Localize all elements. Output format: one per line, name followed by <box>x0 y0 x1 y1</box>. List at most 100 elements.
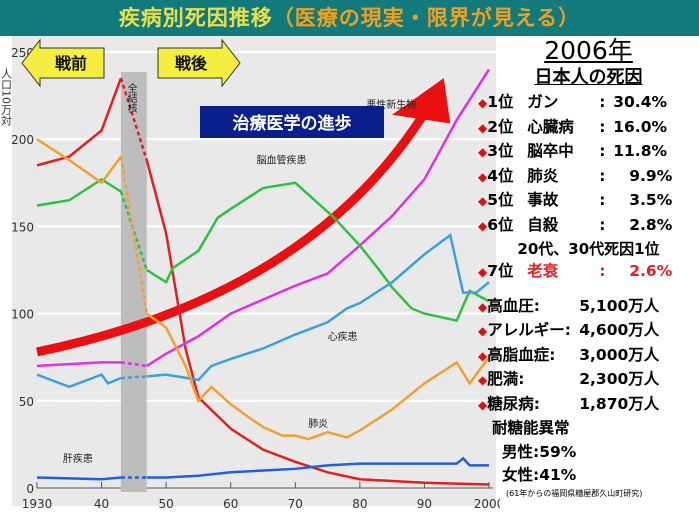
stat-row: ◆肥満: 2,300万人 <box>478 368 699 393</box>
stat-row: ◆アレルギー: 4,600万人 <box>478 319 699 344</box>
series-line-3 <box>146 232 490 382</box>
treatment-progress-arrow <box>36 110 429 357</box>
patients: 1,870万人 <box>579 394 660 413</box>
diamond-icon: ◆ <box>478 373 488 387</box>
rank-row: ◆3位 脳卒中:11.8% <box>478 140 699 165</box>
series-line-2 <box>146 181 490 323</box>
percent: 30.4% <box>613 93 668 111</box>
x-tick-label: 80 <box>352 497 367 511</box>
year-heading: 2006年 <box>544 36 633 65</box>
rank: 1位 <box>487 93 514 111</box>
page-title: 疾病別死因推移（医療の現実・限界が見える） <box>0 0 699 36</box>
cause: ガン <box>527 93 559 111</box>
series-label: 心疾患 <box>328 330 358 343</box>
diamond-icon: ◆ <box>478 145 488 159</box>
cause: 自殺 <box>527 215 559 234</box>
rank: 7位 <box>487 262 514 280</box>
rank-row: ◆6位 自殺: 2.8% <box>478 214 699 239</box>
diamond-icon: ◆ <box>478 397 488 412</box>
series-line-2 <box>36 177 122 207</box>
diamond-icon: ◆ <box>478 324 488 338</box>
rank-row: ◆2位 心臓病:16.0% <box>478 116 699 141</box>
series-gap-4 <box>119 156 149 314</box>
sep: : <box>599 142 606 160</box>
percent: 2.8% <box>629 215 673 234</box>
diamond-icon: ◆ <box>478 265 488 279</box>
diamond-icon: ◆ <box>478 96 488 110</box>
sep: : <box>599 262 606 280</box>
series-line-1 <box>36 361 121 368</box>
progress-label: 治療医学の進歩 <box>233 113 352 134</box>
series-line-0 <box>36 77 123 167</box>
rank-row-7: ◆7位 老衰: 2.6% <box>478 260 699 285</box>
y-tick-label: 50 <box>19 395 34 409</box>
condition: 高脂血症: <box>487 345 556 364</box>
footnote: (61年からの福岡県糟屋郡久山町研究) <box>506 488 643 498</box>
war-period-band <box>120 72 147 492</box>
series-line-4 <box>36 138 122 185</box>
x-tick-label: 2000 <box>474 497 500 511</box>
series-label: 肝疾患 <box>63 452 93 465</box>
series-gap-1 <box>120 361 147 368</box>
title-main: 疾病別死因推移 <box>118 6 273 30</box>
x-tick-label: 40 <box>94 497 109 511</box>
sep: : <box>599 166 606 185</box>
y-tick-label: 150 <box>11 220 34 234</box>
diamond-icon: ◆ <box>478 218 488 233</box>
rank-row: ◆4位 肺炎: 9.9% <box>478 165 699 190</box>
sep: : <box>599 191 606 209</box>
condition: 肥満: <box>487 370 525 388</box>
percent: 3.5% <box>629 191 673 209</box>
rank: 3位 <box>487 142 514 160</box>
postwar-arrow <box>157 38 241 88</box>
progress-box <box>200 106 384 138</box>
igt-male: 男性:59% <box>502 442 577 461</box>
sep: : <box>599 215 606 234</box>
stats-list: ◆高血圧: 5,100万人 ◆アレルギー: 4,600万人 ◆高脂血症: 3,000万人 ◆… <box>478 295 699 418</box>
prewar-arrow <box>21 38 105 88</box>
percent: 11.8% <box>613 142 668 160</box>
cause: 肺炎 <box>527 166 559 185</box>
sep: : <box>599 117 606 136</box>
x-tick-label: 70 <box>288 497 303 511</box>
series-label: 肺炎 <box>308 418 328 430</box>
series-gap-3 <box>120 375 147 380</box>
patients: 2,300万人 <box>579 370 660 388</box>
igt-female: 女性:41% <box>502 466 577 484</box>
series-label: 脳血管疾患 <box>257 154 307 167</box>
percent: 16.0% <box>613 117 668 136</box>
diamond-icon: ◆ <box>478 120 488 135</box>
line-chart: 05010015020025019304050607080902000人口10万… <box>0 36 500 511</box>
x-tick-label: 60 <box>223 497 238 511</box>
x-tick-label: 1930 <box>22 497 53 511</box>
y-tick-label: 100 <box>11 308 34 322</box>
rank-row: ◆5位 事故: 3.5% <box>478 189 699 214</box>
cause: 心臓病 <box>527 117 574 136</box>
rank: 2位 <box>487 117 514 136</box>
patients: 5,100万人 <box>579 296 660 315</box>
stat-row: ◆糖尿病: 1,870万人 <box>478 393 699 418</box>
cause: 老衰 <box>527 262 559 280</box>
cause: 事故 <box>527 191 559 209</box>
title-sub: （医療の現実・限界が見える） <box>272 6 581 30</box>
panel-heading: 日本人の死因 <box>534 67 643 88</box>
series-line-1 <box>146 68 491 367</box>
patients: 3,000万人 <box>579 345 660 364</box>
stat-row: ◆高脂血症: 3,000万人 <box>478 344 699 369</box>
percent: 9.9% <box>629 166 673 185</box>
y-axis-label: 人口10万対 <box>0 68 13 126</box>
condition: 糖尿病: <box>487 394 540 413</box>
rank: 4位 <box>487 166 514 185</box>
stat-row: ◆高血圧: 5,100万人 <box>478 295 699 320</box>
cause: 脳卒中 <box>527 142 574 160</box>
condition: 高血圧: <box>487 296 540 315</box>
series-label: 全結核 <box>125 82 137 114</box>
diamond-icon: ◆ <box>478 194 488 208</box>
rank: 5位 <box>487 191 514 209</box>
y-tick-label: 0 <box>26 482 34 496</box>
rank-list: ◆1位 ガン:30.4% ◆2位 心臓病:16.0% ◆3位 脳卒中:11.8% ◆4位 肺炎… <box>478 91 699 238</box>
sep: : <box>599 93 606 111</box>
prewar-label: 戦前 <box>55 54 87 73</box>
x-tick-label: 50 <box>159 497 174 511</box>
rank-row: ◆1位 ガン:30.4% <box>478 91 699 116</box>
